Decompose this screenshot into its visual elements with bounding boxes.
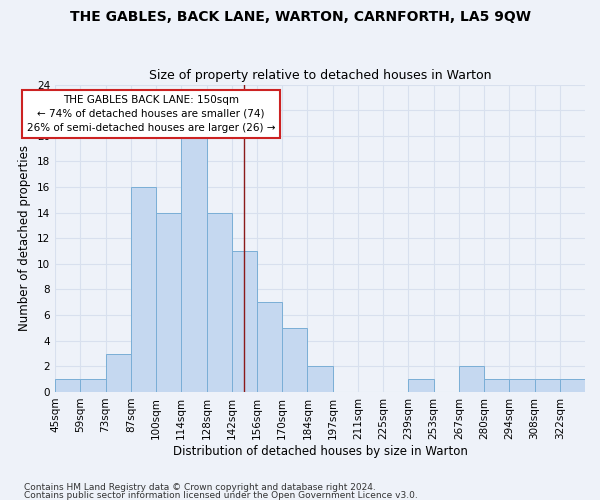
Bar <box>131 187 156 392</box>
Bar <box>156 212 181 392</box>
Bar <box>181 136 206 392</box>
Bar <box>282 328 307 392</box>
Bar <box>206 212 232 392</box>
Bar <box>307 366 332 392</box>
Bar <box>459 366 484 392</box>
Text: Contains HM Land Registry data © Crown copyright and database right 2024.: Contains HM Land Registry data © Crown c… <box>24 484 376 492</box>
Bar <box>80 379 106 392</box>
Bar <box>106 354 131 392</box>
Bar <box>560 379 585 392</box>
Bar <box>232 251 257 392</box>
Bar <box>409 379 434 392</box>
Bar <box>55 379 80 392</box>
Bar <box>484 379 509 392</box>
X-axis label: Distribution of detached houses by size in Warton: Distribution of detached houses by size … <box>173 444 467 458</box>
Bar <box>535 379 560 392</box>
Bar <box>509 379 535 392</box>
Title: Size of property relative to detached houses in Warton: Size of property relative to detached ho… <box>149 69 491 82</box>
Text: THE GABLES, BACK LANE, WARTON, CARNFORTH, LA5 9QW: THE GABLES, BACK LANE, WARTON, CARNFORTH… <box>70 10 530 24</box>
Text: THE GABLES BACK LANE: 150sqm
← 74% of detached houses are smaller (74)
26% of se: THE GABLES BACK LANE: 150sqm ← 74% of de… <box>27 95 275 133</box>
Text: Contains public sector information licensed under the Open Government Licence v3: Contains public sector information licen… <box>24 490 418 500</box>
Bar <box>257 302 282 392</box>
Y-axis label: Number of detached properties: Number of detached properties <box>19 146 31 332</box>
